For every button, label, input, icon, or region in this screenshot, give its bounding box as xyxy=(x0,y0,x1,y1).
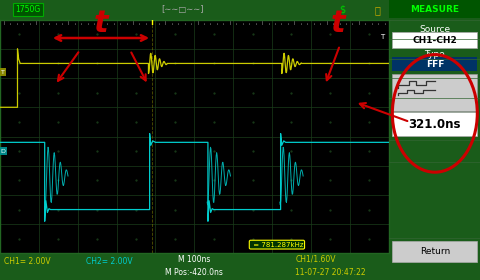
FancyBboxPatch shape xyxy=(392,32,476,48)
Text: T: T xyxy=(379,34,383,40)
Text: 11-07-27 20:47:22: 11-07-27 20:47:22 xyxy=(295,268,365,277)
Text: CH1/1.60V: CH1/1.60V xyxy=(295,255,335,264)
Text: CH1= 2.00V: CH1= 2.00V xyxy=(4,257,50,266)
Text: CH2= 2.00V: CH2= 2.00V xyxy=(85,257,132,266)
Text: t: t xyxy=(94,8,108,38)
Text: CH1-CH2: CH1-CH2 xyxy=(411,36,456,45)
Text: Source: Source xyxy=(419,25,449,34)
FancyBboxPatch shape xyxy=(392,241,476,262)
Text: MEASURE: MEASURE xyxy=(409,5,458,14)
Text: = 781.287kHz: = 781.287kHz xyxy=(250,242,302,248)
Text: FFF: FFF xyxy=(425,60,443,69)
FancyBboxPatch shape xyxy=(392,57,476,71)
Text: $: $ xyxy=(338,5,344,15)
Text: M 100ns: M 100ns xyxy=(178,255,210,264)
Text: Type: Type xyxy=(423,50,444,59)
FancyBboxPatch shape xyxy=(392,112,476,136)
FancyBboxPatch shape xyxy=(392,74,476,111)
Text: 321.0ns: 321.0ns xyxy=(408,118,460,130)
Text: 1750G: 1750G xyxy=(15,5,41,14)
Text: ⎕: ⎕ xyxy=(373,5,379,15)
Text: D: D xyxy=(0,149,6,154)
Text: T: T xyxy=(1,70,5,75)
FancyBboxPatch shape xyxy=(388,0,480,18)
Text: t: t xyxy=(330,8,345,38)
Text: Return: Return xyxy=(419,247,449,256)
Text: M Pos:-420.0ns: M Pos:-420.0ns xyxy=(165,268,223,277)
Text: [∼∼□∼∼]: [∼∼□∼∼] xyxy=(161,5,204,14)
